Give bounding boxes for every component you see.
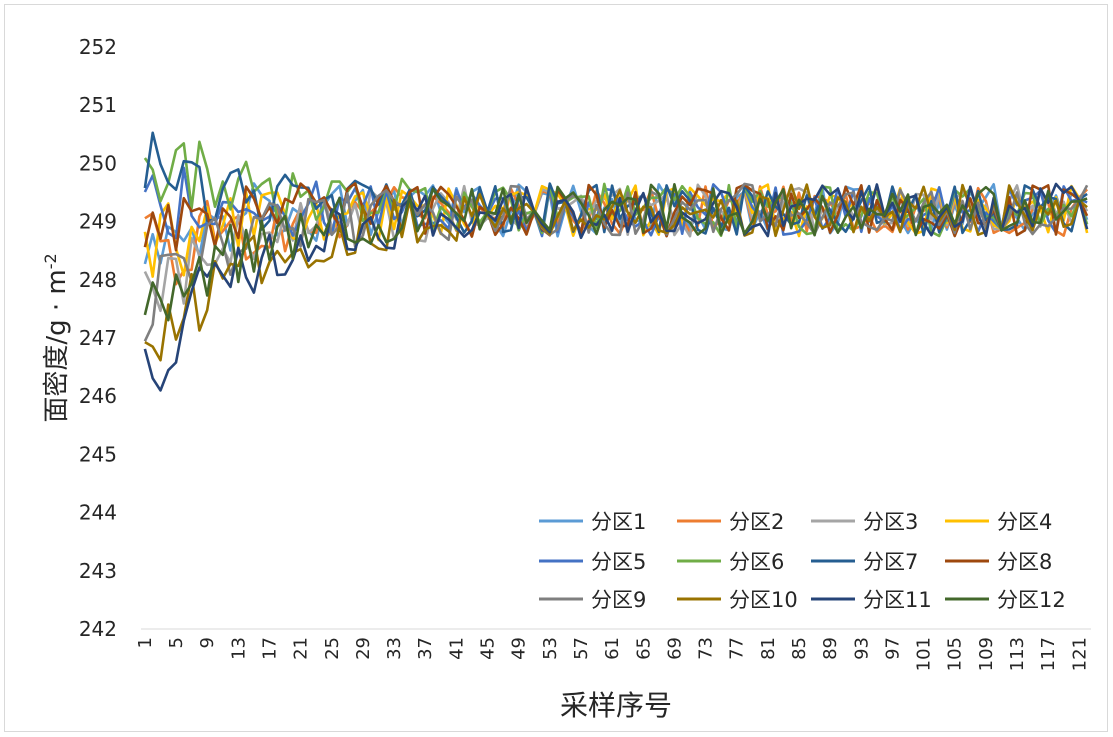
x-tick-label: 21	[291, 637, 312, 660]
x-tick-label: 45	[478, 637, 499, 660]
x-tick-label: 113	[1007, 637, 1028, 671]
legend: 分区1 分区2 分区3 分区4 分区5 分区6 分区7 分区8 分区9 分区10 分区11 分区12	[539, 510, 1066, 612]
y-axis: 242 243 244 245 246 247 248 249 250 251 252	[79, 35, 117, 641]
y-tick-label: 250	[79, 151, 117, 175]
series-line	[143, 182, 1089, 392]
legend-label: 分区8	[997, 550, 1052, 574]
legend-label: 分区5	[591, 550, 646, 574]
legend-label: 分区7	[863, 550, 918, 574]
x-tick-label: 1	[135, 637, 156, 648]
x-tick-label: 65	[633, 637, 654, 660]
x-tick-label: 5	[166, 637, 187, 648]
x-tick-label: 121	[1069, 637, 1090, 671]
series-line	[143, 183, 1088, 322]
x-tick-label: 53	[540, 637, 561, 660]
legend-label: 分区12	[997, 588, 1066, 612]
y-tick-label: 248	[79, 268, 117, 292]
legend-label: 分区9	[591, 588, 646, 612]
x-tick-label: 105	[945, 637, 966, 671]
y-tick-label: 252	[79, 35, 117, 59]
x-tick-label: 33	[384, 637, 405, 660]
x-axis: 1 5 9 13 17 21 25 29 33 37 41 45 49 53 57 61 65 69 73 77 81 8…	[135, 637, 1090, 671]
series-line	[144, 183, 1088, 362]
legend-label: 分区4	[997, 510, 1052, 534]
x-tick-label: 69	[664, 637, 685, 660]
series-lines	[143, 131, 1089, 392]
y-tick-label: 242	[79, 617, 117, 641]
x-tick-label: 89	[820, 637, 841, 660]
x-tick-label: 101	[914, 637, 935, 671]
legend-label: 分区3	[863, 510, 918, 534]
legend-label: 分区10	[729, 588, 798, 612]
x-tick-label: 17	[259, 637, 280, 660]
x-tick-label: 117	[1038, 637, 1059, 671]
x-tick-label: 77	[727, 637, 748, 660]
x-tick-label: 85	[789, 637, 810, 660]
y-tick-label: 244	[79, 501, 117, 525]
x-tick-label: 29	[353, 637, 374, 660]
y-tick-label: 243	[79, 559, 117, 583]
x-tick-label: 13	[228, 637, 249, 660]
legend-label: 分区1	[591, 510, 646, 534]
y-tick-label: 246	[79, 384, 117, 408]
y-axis-label: 面密度/g · m-2	[41, 253, 72, 422]
series-line	[143, 183, 1089, 313]
x-tick-label: 97	[882, 637, 903, 660]
x-axis-label: 采样序号	[560, 689, 672, 722]
x-tick-label: 57	[571, 637, 592, 660]
y-tick-label: 245	[79, 442, 117, 466]
x-tick-label: 93	[851, 637, 872, 660]
legend-label: 分区2	[729, 510, 784, 534]
y-tick-label: 251	[79, 93, 117, 117]
x-tick-label: 49	[509, 637, 530, 660]
x-tick-label: 61	[602, 637, 623, 660]
x-tick-label: 41	[446, 637, 467, 660]
x-tick-label: 37	[415, 637, 436, 660]
x-tick-label: 25	[322, 637, 343, 660]
x-tick-label: 9	[197, 637, 218, 648]
x-tick-label: 81	[758, 637, 779, 660]
x-tick-label: 73	[696, 637, 717, 660]
chart-frame: 242 243 244 245 246 247 248 249 250 251 252 1 5 9 13 1…	[4, 4, 1108, 732]
y-tick-label: 247	[79, 326, 117, 350]
legend-label: 分区6	[729, 550, 784, 574]
x-tick-label: 109	[976, 637, 997, 671]
legend-label: 分区11	[863, 588, 932, 612]
y-tick-label: 249	[79, 210, 117, 234]
